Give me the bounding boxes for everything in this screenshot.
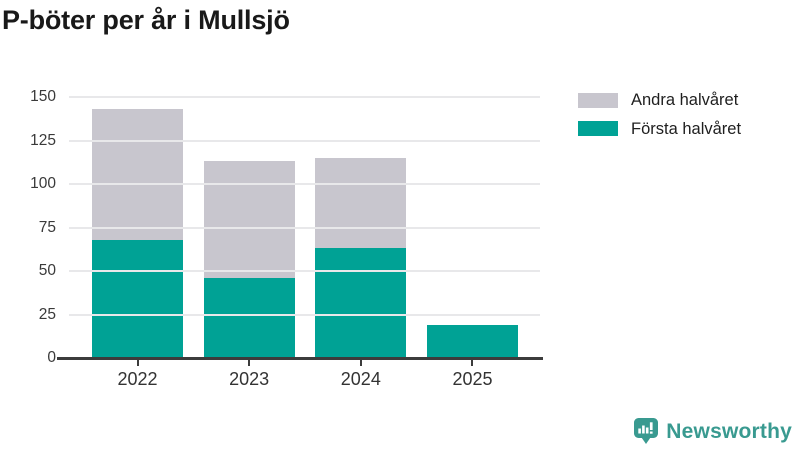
legend-item: Första halvåret [578, 119, 742, 138]
x-tick [471, 360, 474, 366]
x-tick-label-2025: 2025 [452, 369, 493, 389]
plot-area: 0 25 50 75 100 125 150 [30, 88, 540, 366]
y-tick-label-75: 75 [38, 218, 56, 236]
bar-2022 [92, 109, 183, 358]
bar-segment-2024-series-0 [315, 248, 407, 358]
x-tick [136, 360, 139, 366]
x-tick-label-2023: 2023 [229, 369, 270, 389]
y-tick-label-25: 25 [38, 305, 56, 323]
legend-label: Första halvåret [631, 119, 742, 138]
bar-segment-2024-series-1 [315, 157, 407, 249]
y-tick-label-150: 150 [30, 88, 56, 105]
x-tick [359, 360, 362, 366]
y-tick-label-125: 125 [30, 131, 56, 149]
x-axis-slot-2024: 2024 [315, 360, 406, 390]
gridline-y-50 [69, 270, 540, 272]
bar-segment-2023-series-0 [203, 278, 295, 358]
newsworthy-icon [634, 418, 659, 444]
bar-2024 [315, 157, 407, 358]
x-axis: 2022 2023 2024 2025 [70, 360, 540, 390]
bar-segment-2025-series-0 [426, 324, 518, 358]
gridline-y-25 [69, 313, 540, 316]
bar-2023 [203, 161, 295, 358]
legend-swatch [578, 121, 618, 137]
y-tick-label-0: 0 [47, 349, 56, 366]
bar-segment-2022-series-0 [92, 239, 183, 358]
x-tick-label-2022: 2022 [117, 369, 158, 389]
x-tick-label-2024: 2024 [340, 369, 381, 389]
bars-container [70, 97, 540, 358]
legend-label: Andra halvåret [631, 91, 739, 109]
x-axis-slot-2022: 2022 [92, 360, 183, 390]
bar-2025 [426, 324, 518, 358]
gridline-y-150 [69, 96, 540, 98]
gridline-y-75 [69, 226, 540, 229]
x-axis-line [57, 357, 543, 360]
x-axis-slot-2025: 2025 [427, 360, 518, 390]
bar-segment-2023-series-1 [203, 161, 295, 278]
chart-title: P-böter per år i Mullsjö [2, 5, 290, 35]
gridline-y-100 [69, 183, 540, 185]
legend-swatch [578, 92, 618, 108]
x-tick [248, 360, 251, 366]
chart-legend: Andra halvåret Första halvåret [578, 92, 741, 149]
gridline-y-125 [69, 139, 540, 142]
x-axis-slot-2023: 2023 [204, 360, 295, 390]
newsworthy-logo[interactable]: Newsworthy [634, 418, 792, 445]
legend-item: Andra halvåret [578, 92, 741, 109]
y-tick-label-100: 100 [30, 175, 56, 192]
bar-segment-2022-series-1 [92, 109, 183, 240]
y-tick-label-50: 50 [38, 262, 56, 279]
newsworthy-wordmark: Newsworthy [666, 419, 792, 443]
